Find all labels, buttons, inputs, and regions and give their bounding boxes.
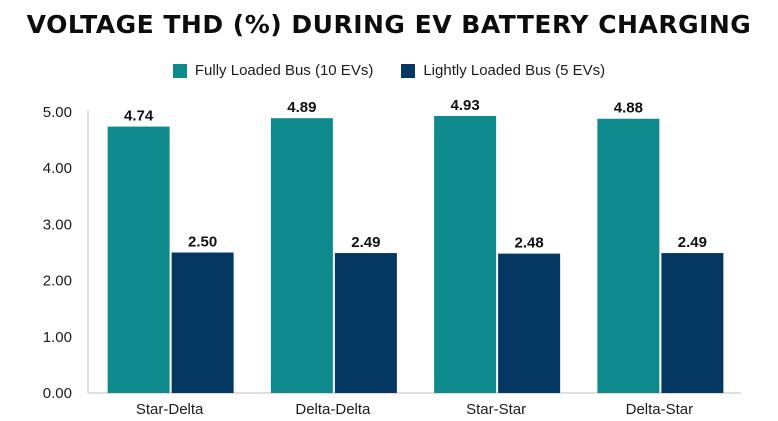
x-category-label: Star-Delta — [136, 401, 204, 418]
y-tick-label: 2.00 — [43, 273, 72, 290]
bar-fully-loaded — [107, 126, 170, 393]
x-category-label: Delta-Delta — [295, 401, 371, 418]
bar-lightly-loaded — [498, 253, 561, 393]
bar-lightly-loaded — [661, 253, 724, 393]
y-tick-label: 0.00 — [43, 385, 72, 402]
legend-item-fully-loaded: Fully Loaded Bus (10 EVs) — [172, 62, 374, 79]
legend-swatch-fully-loaded — [172, 63, 187, 78]
legend-swatch-lightly-loaded — [401, 63, 416, 78]
data-label: 2.49 — [351, 234, 380, 251]
data-label: 4.89 — [287, 99, 316, 116]
bar-lightly-loaded — [334, 253, 397, 393]
data-label: 2.50 — [188, 234, 217, 251]
y-tick-label: 5.00 — [43, 104, 72, 121]
y-tick-label: 3.00 — [43, 216, 72, 233]
data-label: 4.88 — [614, 100, 643, 117]
legend-label-lightly-loaded: Lightly Loaded Bus (5 EVs) — [423, 62, 606, 79]
y-tick-label: 1.00 — [43, 329, 72, 346]
bar-fully-loaded — [270, 118, 333, 393]
bar-lightly-loaded — [171, 252, 234, 393]
bar-fully-loaded — [434, 115, 497, 394]
data-label: 4.93 — [451, 97, 480, 114]
bar-fully-loaded — [597, 118, 660, 393]
legend-label-fully-loaded: Fully Loaded Bus (10 EVs) — [194, 62, 374, 79]
legend-item-lightly-loaded: Lightly Loaded Bus (5 EVs) — [401, 62, 605, 79]
data-label: 2.49 — [678, 234, 707, 251]
data-label: 2.48 — [515, 235, 544, 252]
y-tick-label: 4.00 — [43, 160, 72, 177]
legend: Fully Loaded Bus (10 EVs) Lightly Loaded… — [0, 62, 778, 79]
chart-title: VOLTAGE THD (%) DURING EV BATTERY CHARGI… — [26, 10, 752, 39]
data-label: 4.74 — [124, 108, 154, 125]
x-category-label: Delta-Star — [626, 401, 694, 418]
x-category-label: Star-Star — [466, 401, 526, 418]
